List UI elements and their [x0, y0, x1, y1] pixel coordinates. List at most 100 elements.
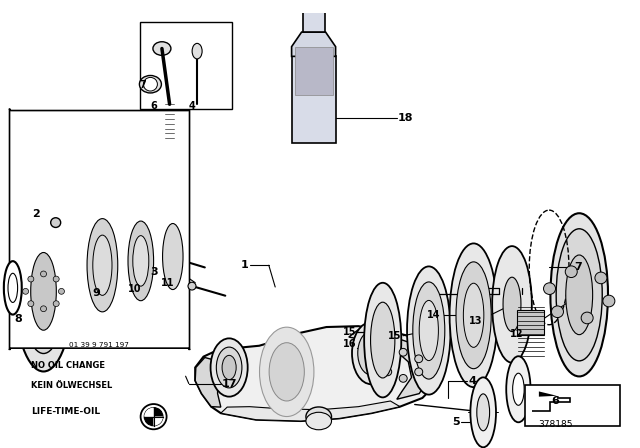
Circle shape	[603, 295, 615, 307]
Bar	[294, 47, 333, 95]
Bar	[303, 3, 324, 32]
Text: 16: 16	[343, 339, 356, 349]
Circle shape	[595, 272, 607, 284]
Wedge shape	[144, 417, 154, 426]
Text: 01 39 9 791 197: 01 39 9 791 197	[69, 342, 129, 348]
Circle shape	[58, 289, 65, 294]
Circle shape	[51, 218, 61, 228]
Text: 2: 2	[33, 209, 40, 219]
Ellipse shape	[153, 42, 171, 56]
Ellipse shape	[463, 283, 484, 347]
Text: 12: 12	[510, 328, 524, 339]
Circle shape	[565, 266, 577, 278]
Circle shape	[53, 276, 59, 282]
Ellipse shape	[513, 373, 524, 405]
Ellipse shape	[306, 412, 332, 430]
Text: BMW: BMW	[305, 0, 323, 3]
Ellipse shape	[352, 322, 390, 384]
Ellipse shape	[81, 202, 124, 328]
Bar	[301, 0, 326, 4]
Ellipse shape	[192, 43, 202, 59]
Ellipse shape	[506, 356, 531, 422]
Ellipse shape	[470, 377, 496, 447]
Circle shape	[144, 408, 163, 426]
Ellipse shape	[15, 211, 72, 371]
Ellipse shape	[556, 229, 602, 361]
Circle shape	[384, 368, 392, 376]
Text: 14: 14	[427, 310, 440, 320]
Circle shape	[543, 283, 556, 294]
Circle shape	[415, 355, 422, 363]
Ellipse shape	[358, 331, 385, 375]
Text: 7: 7	[574, 263, 582, 272]
Text: KEIN ÖLWECHSEL: KEIN ÖLWECHSEL	[31, 380, 112, 390]
Circle shape	[552, 306, 563, 318]
Text: 15: 15	[343, 327, 356, 337]
Circle shape	[384, 355, 392, 363]
Text: 1: 1	[241, 260, 248, 270]
Text: 378185: 378185	[538, 420, 573, 429]
Circle shape	[28, 276, 34, 282]
Text: 6: 6	[552, 396, 559, 406]
Ellipse shape	[260, 327, 314, 417]
Wedge shape	[154, 408, 163, 417]
Ellipse shape	[163, 224, 183, 289]
Ellipse shape	[566, 255, 593, 335]
Text: LIFE-TIME-OIL: LIFE-TIME-OIL	[31, 407, 100, 416]
Circle shape	[40, 271, 47, 277]
Ellipse shape	[413, 282, 445, 379]
Ellipse shape	[306, 407, 332, 426]
Circle shape	[22, 289, 29, 294]
Bar	[517, 310, 544, 335]
Text: 17: 17	[222, 379, 237, 388]
Ellipse shape	[550, 213, 608, 376]
Ellipse shape	[211, 338, 248, 396]
Ellipse shape	[93, 235, 112, 295]
Circle shape	[28, 301, 34, 306]
Circle shape	[188, 282, 196, 290]
Ellipse shape	[269, 343, 305, 401]
Text: 5: 5	[452, 417, 460, 427]
Ellipse shape	[4, 261, 22, 314]
Ellipse shape	[371, 302, 395, 378]
Ellipse shape	[157, 208, 188, 305]
Circle shape	[399, 375, 407, 382]
Text: 8: 8	[14, 314, 22, 324]
Ellipse shape	[124, 207, 159, 315]
Polygon shape	[221, 401, 400, 421]
Wedge shape	[154, 417, 163, 426]
Bar	[292, 56, 335, 143]
Ellipse shape	[492, 246, 532, 363]
Ellipse shape	[456, 262, 492, 369]
Ellipse shape	[8, 273, 18, 302]
Wedge shape	[144, 408, 154, 417]
Polygon shape	[195, 358, 221, 407]
Text: 4: 4	[468, 375, 476, 386]
Ellipse shape	[31, 253, 56, 330]
Circle shape	[40, 306, 47, 312]
Text: 11: 11	[161, 278, 175, 289]
Text: NO OIL CHANGE: NO OIL CHANGE	[31, 361, 105, 370]
Ellipse shape	[22, 229, 65, 353]
Polygon shape	[292, 32, 335, 56]
Bar	[525, 385, 620, 426]
Circle shape	[399, 349, 407, 356]
Ellipse shape	[140, 75, 161, 93]
Text: 3: 3	[150, 267, 157, 277]
Ellipse shape	[216, 347, 242, 388]
Bar	[140, 22, 232, 108]
Polygon shape	[195, 326, 438, 421]
Circle shape	[143, 78, 157, 91]
Ellipse shape	[419, 301, 438, 361]
FancyBboxPatch shape	[10, 108, 189, 350]
Ellipse shape	[503, 277, 521, 332]
Ellipse shape	[450, 243, 498, 387]
Text: 18: 18	[398, 113, 413, 123]
Ellipse shape	[133, 236, 149, 286]
Circle shape	[53, 301, 59, 306]
Circle shape	[415, 368, 422, 376]
Ellipse shape	[87, 219, 118, 312]
Ellipse shape	[128, 221, 154, 301]
Ellipse shape	[222, 355, 236, 379]
Text: 15: 15	[388, 331, 402, 341]
